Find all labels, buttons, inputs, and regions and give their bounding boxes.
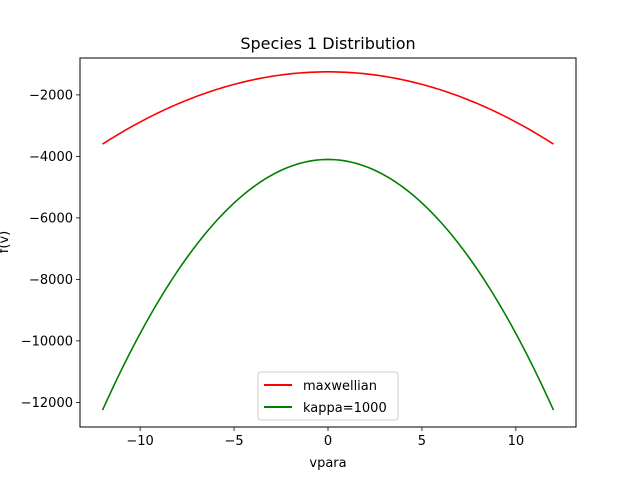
legend: maxwellian kappa=1000 <box>257 371 399 421</box>
legend-box <box>257 371 399 421</box>
series-line-maxwellian <box>102 71 554 145</box>
legend-label-kappa: kappa=1000 <box>303 401 387 416</box>
y-axis-label: f(v) <box>0 231 12 253</box>
y-tick-label: −10000 <box>21 334 73 349</box>
x-tick-label: −5 <box>224 434 243 449</box>
x-tick-label: 0 <box>324 434 332 449</box>
y-tick-label: −6000 <box>29 211 73 226</box>
x-tick-label: −10 <box>126 434 153 449</box>
x-tick-label: 5 <box>418 434 426 449</box>
series-layer <box>101 71 555 411</box>
x-axis-label: vpara <box>309 456 346 471</box>
x-axis-ticks: −10 −5 0 5 10 <box>126 427 524 449</box>
y-tick-label: −2000 <box>29 88 73 103</box>
y-tick-label: −12000 <box>21 396 73 411</box>
legend-label-maxwellian: maxwellian <box>303 379 377 394</box>
y-axis-ticks: −12000 −10000 −8000 −6000 −4000 −2000 <box>21 88 80 411</box>
x-tick-label: 10 <box>508 434 525 449</box>
series-line-kappa <box>101 158 555 411</box>
y-tick-label: −4000 <box>29 150 73 165</box>
chart-title: Species 1 Distribution <box>240 34 415 53</box>
y-tick-label: −8000 <box>29 273 73 288</box>
plot-area <box>80 58 576 427</box>
